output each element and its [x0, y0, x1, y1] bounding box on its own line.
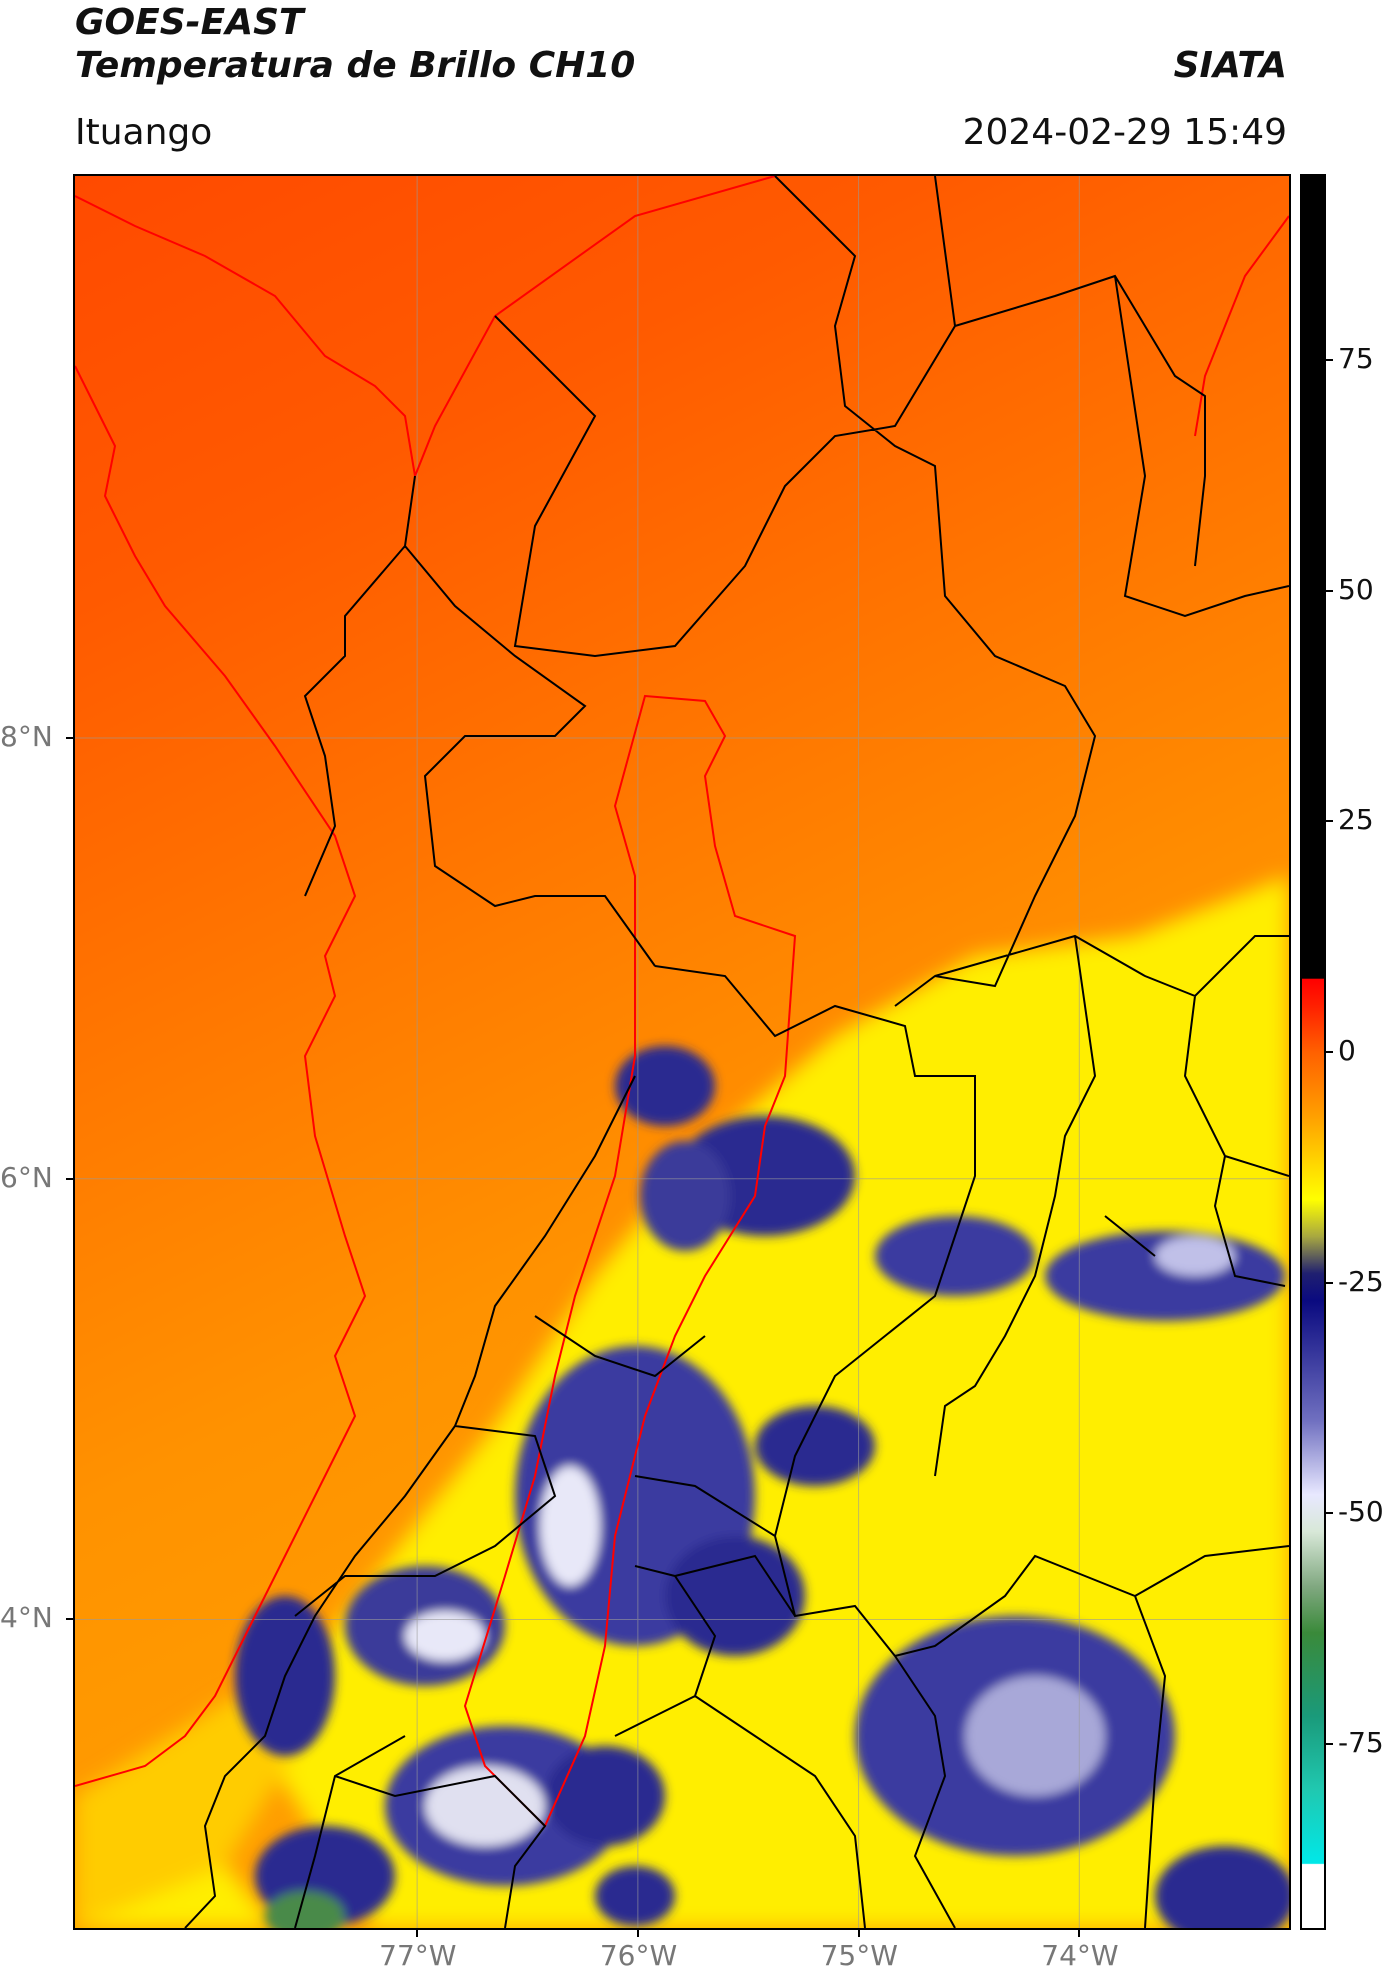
colorbar-tick-mark: [1324, 589, 1333, 592]
colorbar-tick-mark: [1324, 1512, 1333, 1515]
colorbar-tick-label: 75: [1338, 342, 1374, 376]
title-line-1: GOES-EAST: [75, 2, 304, 43]
colorbar-tick-mark: [1324, 1051, 1333, 1053]
colorbar-tick-label: -50: [1338, 1495, 1384, 1529]
lon-tick-label: 74°W: [1041, 1939, 1119, 1972]
lon-tick: [857, 1928, 860, 1937]
lat-tick-label: 4°N: [0, 1601, 53, 1635]
title-line-2: Temperatura de Brillo CH10: [75, 45, 636, 86]
location-label: Ituango: [75, 112, 213, 153]
map-canvas: [75, 176, 1289, 1928]
lon-tick: [416, 1928, 419, 1937]
coastline: [75, 176, 1289, 1787]
satellite-map[interactable]: [73, 174, 1291, 1930]
colorbar-tick-mark: [1324, 820, 1333, 823]
admin-boundaries: [184, 176, 1289, 1928]
lat-tick-label: 6°N: [0, 1160, 53, 1194]
colorbar-tick-label: -75: [1338, 1725, 1384, 1759]
lat-tick-label: 8°N: [0, 719, 53, 753]
lat-tick: [66, 1618, 75, 1621]
lon-tick-label: 75°W: [820, 1939, 898, 1972]
colorbar-tick-label: 25: [1338, 803, 1374, 837]
colorbar-tick-mark: [1324, 359, 1333, 362]
lon-tick-label: 76°W: [599, 1939, 678, 1972]
brand-label: SIATA: [1173, 45, 1287, 86]
lat-tick: [66, 1177, 75, 1180]
timestamp-label: 2024-02-29 15:49: [962, 112, 1287, 153]
lat-tick: [66, 736, 75, 739]
colorbar-tick-mark: [1324, 1281, 1333, 1284]
basin-outline: [463, 694, 797, 1828]
cold-cloud-cells: [235, 1046, 1289, 1928]
colorbar-tick-label: 0: [1338, 1034, 1356, 1067]
colorbar-tick-label: -25: [1338, 1264, 1384, 1298]
colorbar-tick-label: 50: [1338, 572, 1374, 606]
colorbar: [1300, 174, 1326, 1930]
lon-tick: [636, 1928, 639, 1937]
lon-tick-label: 77°W: [379, 1939, 457, 1972]
lon-tick: [1078, 1928, 1081, 1937]
colorbar-tick-mark: [1324, 1742, 1333, 1745]
